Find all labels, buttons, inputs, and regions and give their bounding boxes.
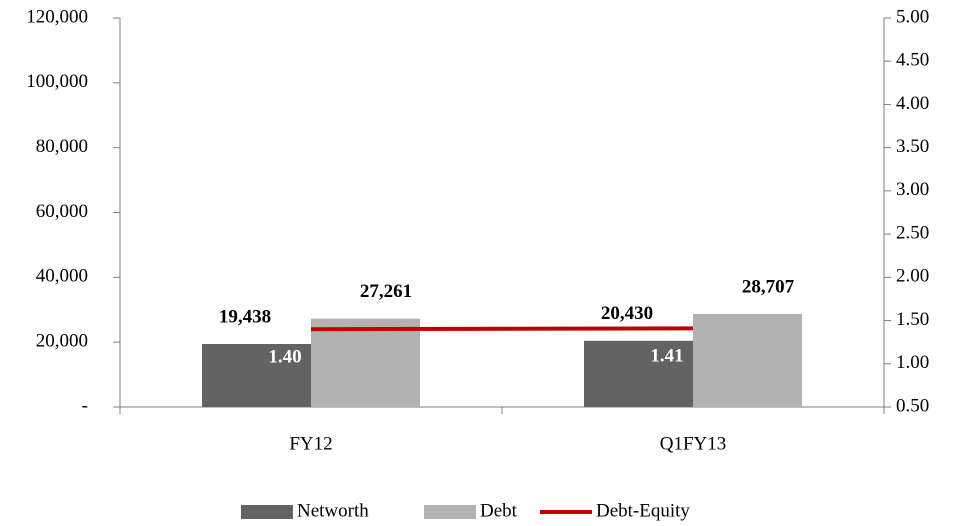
bar xyxy=(202,343,311,407)
y2-tick-label: 2.00 xyxy=(896,266,929,287)
legend-label: Networth xyxy=(297,500,369,521)
data-label: 28,707 xyxy=(742,276,795,297)
line xyxy=(310,326,694,332)
y-tick-label: 60,000 xyxy=(36,201,88,222)
legend-label: Debt-Equity xyxy=(596,500,690,521)
x-tick-label: Q1FY13 xyxy=(660,433,727,454)
y2-tick-label: 1.50 xyxy=(896,309,929,330)
y-tick-label: 80,000 xyxy=(36,136,88,157)
legend-swatch xyxy=(424,505,476,519)
y-tick-label: 20,000 xyxy=(36,331,88,352)
y-tick-label: - xyxy=(82,395,88,416)
y2-tick-label: 3.00 xyxy=(896,179,929,200)
y2-tick-label: 2.50 xyxy=(896,222,929,243)
data-label: 20,430 xyxy=(601,303,653,324)
legend-label: Debt xyxy=(480,500,518,521)
y-tick-label: 120,000 xyxy=(26,6,88,27)
y2-tick-label: 1.00 xyxy=(896,352,929,373)
y2-tick-label: 0.50 xyxy=(896,395,929,416)
y-tick-label: 100,000 xyxy=(26,71,88,92)
bar xyxy=(693,313,802,407)
y2-tick-label: 5.00 xyxy=(896,6,929,27)
data-label: 19,438 xyxy=(219,306,271,327)
line-label: 1.41 xyxy=(650,346,683,367)
bar xyxy=(311,318,420,407)
data-label: 27,261 xyxy=(360,281,412,302)
line-label: 1.40 xyxy=(268,347,301,368)
y2-tick-label: 3.50 xyxy=(896,136,929,157)
y-tick-label: 40,000 xyxy=(36,266,88,287)
legend-swatch xyxy=(241,505,293,519)
x-tick-label: FY12 xyxy=(289,433,332,454)
y2-tick-label: 4.50 xyxy=(896,50,929,71)
bar xyxy=(584,340,693,407)
y2-tick-label: 4.00 xyxy=(896,93,929,114)
